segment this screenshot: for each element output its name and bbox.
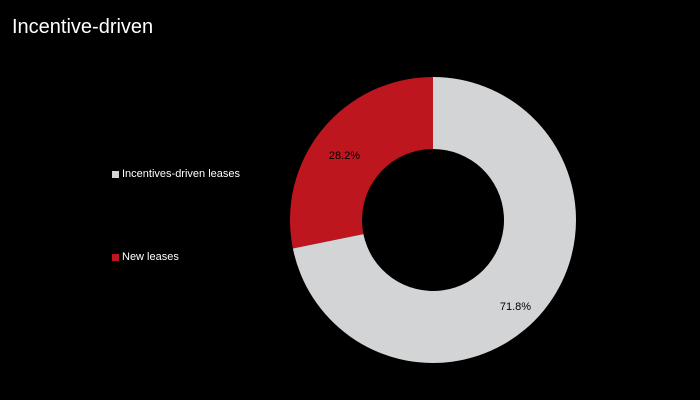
legend-label-incentives-driven-leases: Incentives-driven leases bbox=[122, 168, 241, 180]
legend-label-new-leases: New leases bbox=[122, 251, 179, 263]
slice-new-leases bbox=[289, 77, 433, 249]
slice-incentives-driven-leases bbox=[292, 77, 576, 364]
legend-item-incentives-driven-leases: Incentives-driven leases bbox=[112, 168, 240, 180]
slice-label-incentives-driven-leases: 71.8% bbox=[500, 301, 531, 313]
legend-swatch-new-leases bbox=[112, 253, 119, 261]
legend-swatch-incentives-driven-leases bbox=[112, 170, 119, 178]
legend-item-new-leases: New leases bbox=[112, 251, 179, 263]
chart-title: Incentive-driven bbox=[12, 16, 154, 38]
slice-label-new-leases: 28.2% bbox=[329, 150, 360, 162]
